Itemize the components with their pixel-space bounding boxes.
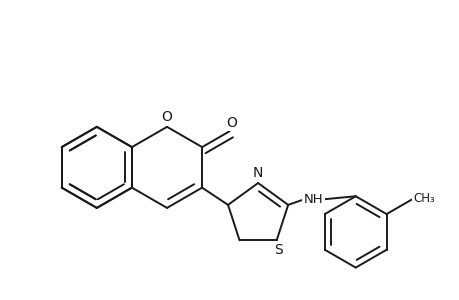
Text: S: S [274,243,282,257]
Text: NH: NH [303,193,322,206]
Text: N: N [252,167,263,180]
Text: O: O [161,110,172,124]
Text: O: O [225,116,236,130]
Text: CH₃: CH₃ [412,192,434,205]
